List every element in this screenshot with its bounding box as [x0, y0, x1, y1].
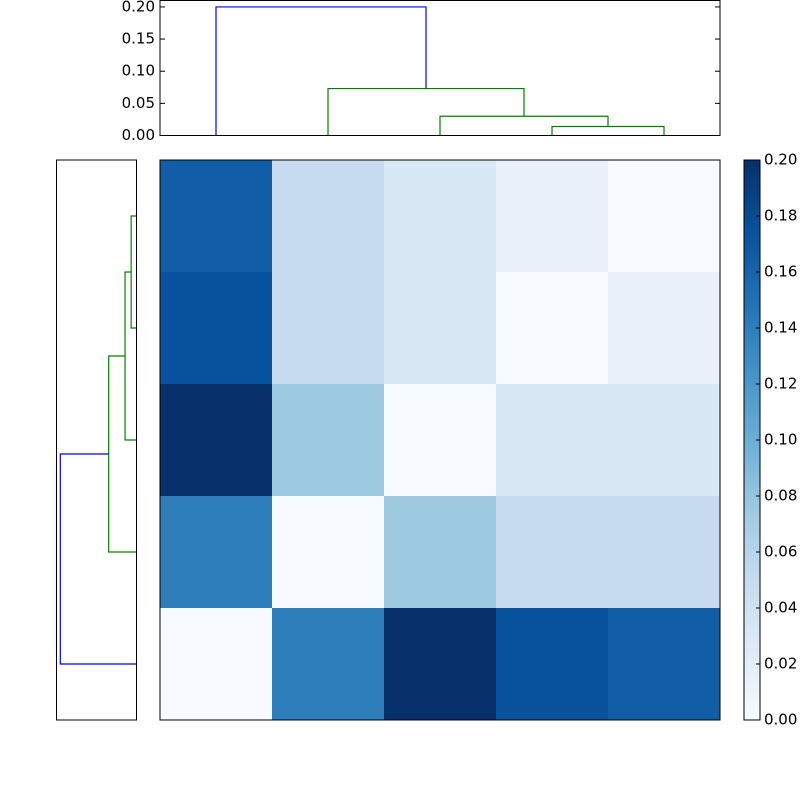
colorbar-tick-label: 0.10: [764, 431, 797, 449]
heatmap-cell: [160, 272, 273, 385]
heatmap-cell: [272, 272, 385, 385]
dendrogram-link: [327, 87, 525, 136]
dendrogram-link: [439, 115, 609, 136]
heatmap-cell: [160, 160, 273, 273]
colorbar-tick-label: 0.16: [764, 263, 797, 281]
colorbar-tick-label: 0.06: [764, 543, 797, 561]
colorbar-tick-label: 0.18: [764, 207, 797, 225]
dendrogram-link: [59, 453, 137, 665]
colorbar-tick-label: 0.02: [764, 655, 797, 673]
heatmap-cell: [384, 384, 497, 497]
dendrogram-link: [130, 215, 137, 329]
heatmap-cell: [496, 608, 609, 721]
heatmap-cell: [608, 384, 721, 497]
heatmap-cell: [384, 496, 497, 609]
heatmap-cell: [608, 608, 721, 721]
heatmap-cell: [384, 160, 497, 273]
colorbar-tick-label: 0.04: [764, 599, 797, 617]
colorbar-tick-label: 0.14: [764, 319, 797, 337]
heatmap-cell: [272, 384, 385, 497]
dendrogram-frame: [56, 159, 137, 721]
dendrogram-link: [215, 6, 427, 136]
dendrogram-link: [551, 125, 665, 136]
colorbar-tick-label: 0.00: [764, 711, 797, 729]
y-tick-label: 0.15: [122, 30, 155, 48]
heatmap-cell: [496, 272, 609, 385]
heatmap-cell: [608, 496, 721, 609]
y-tick-label: 0.10: [122, 62, 155, 80]
dendrogram-frame: [159, 0, 721, 136]
heatmap-cell: [496, 384, 609, 497]
heatmap-cell: [384, 272, 497, 385]
heatmap-cell: [384, 608, 497, 721]
colorbar-tick-label: 0.20: [764, 151, 797, 169]
heatmap-cell: [272, 160, 385, 273]
heatmap-cell: [160, 608, 273, 721]
y-tick-label: 0.20: [122, 0, 155, 15]
y-tick-label: 0.05: [122, 94, 155, 112]
heatmap-cell: [272, 608, 385, 721]
heatmap-cell: [272, 496, 385, 609]
dendrogram-link: [108, 355, 137, 553]
heatmap-cell: [160, 496, 273, 609]
heatmap-cell: [496, 496, 609, 609]
colorbar-tick-label: 0.12: [764, 375, 797, 393]
y-tick-label: 0.00: [122, 126, 155, 144]
heatmap-cell: [608, 160, 721, 273]
colorbar-tick-label: 0.08: [764, 487, 797, 505]
heatmap-cell: [160, 384, 273, 497]
heatmap-cell: [608, 272, 721, 385]
heatmap-cell: [496, 160, 609, 273]
heatmap-frame: [159, 159, 721, 721]
